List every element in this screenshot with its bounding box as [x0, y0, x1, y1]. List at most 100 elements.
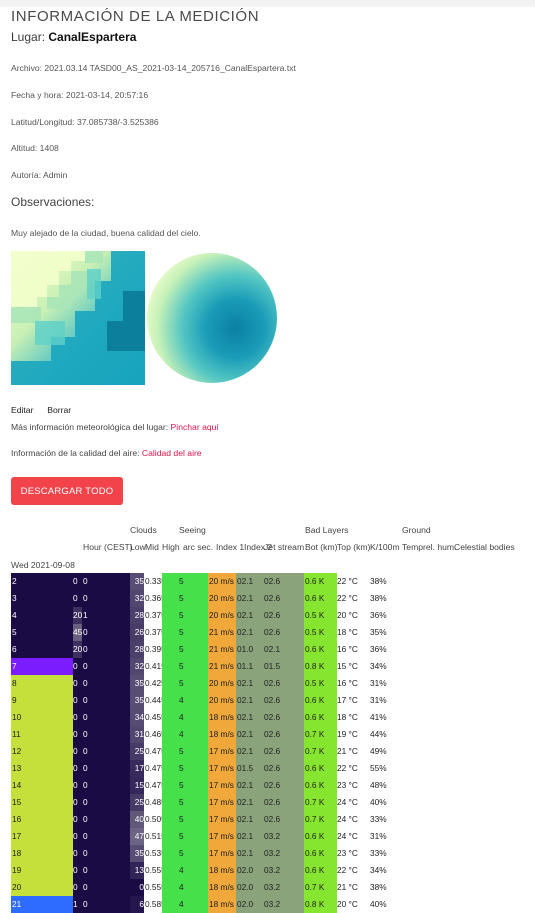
arcsec-cell: 0.335 — [144, 573, 163, 590]
sky-sphere-image[interactable] — [147, 251, 277, 385]
mid-cloud-cell: 0 — [82, 896, 131, 913]
humidity-column-header: rel. hum. — [423, 542, 457, 552]
high-cloud-cell: 0 — [130, 879, 144, 896]
layer-top-cell: 02.6 — [262, 675, 306, 692]
top-bar — [0, 0, 535, 7]
layer-top-cell: 02.6 — [262, 709, 306, 726]
weather-info-row: Más información meteorológica del lugar:… — [11, 422, 219, 432]
observations-text: Muy alejado de la ciudad, buena calidad … — [11, 228, 201, 238]
layer-bottom-cell: 02.1 — [236, 777, 263, 794]
temperature-cell: 17 °C — [337, 695, 358, 705]
hour-cell: 15 — [11, 794, 74, 811]
hour-cell: 11 — [11, 726, 74, 743]
layer-bottom-cell: 02.1 — [236, 726, 263, 743]
air-quality-row: Información de la calidad del aire: Cali… — [11, 448, 202, 458]
layer-top-cell: 02.6 — [262, 590, 306, 607]
forecast-date: Wed 2021-09-08 — [11, 560, 75, 570]
temperature-cell: 20 °C — [337, 899, 358, 909]
layer-bottom-cell: 02.1 — [236, 624, 263, 641]
hour-column-header: Hour (CEST) — [83, 542, 133, 552]
layer-bottom-cell: 02.1 — [236, 794, 263, 811]
low-cloud-cell: 0 — [73, 879, 82, 896]
layer-bottom-cell: 02.1 — [236, 607, 263, 624]
high-cloud-cell: 13 — [130, 862, 144, 879]
high-cloud-cell: 25 — [130, 794, 144, 811]
hour-cell: 16 — [11, 811, 74, 828]
arcsec-cell: 0.515 — [144, 828, 163, 845]
layer-top-cell: 02.6 — [262, 607, 306, 624]
air-quality-link[interactable]: Calidad del aire — [141, 448, 202, 458]
low-cloud-cell: 0 — [73, 573, 82, 590]
layer-bottom-cell: 01.0 — [236, 641, 263, 658]
layer-top-cell: 03.2 — [262, 896, 306, 913]
seeing-group-header: Seeing — [179, 525, 206, 535]
hour-cell: 19 — [11, 862, 74, 879]
high-column-header: High — [162, 542, 180, 552]
layer-bottom-cell: 02.0 — [236, 896, 263, 913]
low-cloud-cell: 0 — [73, 862, 82, 879]
low-cloud-cell: 0 — [73, 845, 82, 862]
humidity-cell: 34% — [370, 865, 387, 875]
jet-stream-cell: 18 m/s — [208, 896, 237, 913]
jet-stream-cell: 17 m/s — [208, 794, 237, 811]
high-cloud-cell: 35 — [130, 692, 144, 709]
jet-stream-cell: 20 m/s — [208, 675, 237, 692]
layer-top-cell: 02.6 — [262, 760, 306, 777]
sky-map-image[interactable] — [11, 251, 145, 385]
jet-stream-cell: 17 m/s — [208, 811, 237, 828]
low-cloud-cell: 0 — [73, 590, 82, 607]
edit-link[interactable]: Editar — [11, 405, 34, 415]
layer-bottom-cell: 02.1 — [236, 743, 263, 760]
weather-info-text: Más información meteorológica del lugar: — [11, 422, 171, 432]
mid-cloud-cell: 0 — [82, 743, 131, 760]
arcsec-column-header: arc sec. — [183, 542, 214, 552]
humidity-cell: 40% — [370, 899, 387, 909]
arcsec-cell: 0.475 — [144, 777, 163, 794]
jet-stream-cell: 20 m/s — [208, 590, 237, 607]
arcsec-cell: 0.535 — [144, 845, 163, 862]
arcsec-cell: 0.415 — [144, 658, 163, 675]
humidity-cell: 55% — [370, 763, 387, 773]
humidity-cell: 44% — [370, 729, 387, 739]
high-cloud-cell: 35 — [130, 675, 144, 692]
weather-link[interactable]: Pinchar aquí — [170, 422, 219, 432]
kelvin-cell: 0.6 K — [304, 862, 337, 879]
temperature-cell: 18 °C — [337, 712, 358, 722]
page-title: INFORMACIÓN DE LA MEDICIÓN — [11, 8, 260, 25]
download-all-button[interactable]: DESCARGAR TODO — [11, 477, 123, 505]
delete-link[interactable]: Borrar — [47, 405, 72, 415]
high-cloud-cell: 15 — [130, 777, 144, 794]
hour-cell: 21 — [11, 896, 74, 913]
humidity-cell: 34% — [370, 661, 387, 671]
mid-cloud-cell: 0 — [82, 726, 131, 743]
layer-top-cell: 03.2 — [262, 828, 306, 845]
high-cloud-cell: 28 — [130, 641, 144, 658]
hour-cell: 7 — [11, 658, 74, 675]
layer-bottom-cell: 02.1 — [236, 845, 263, 862]
temperature-cell: 23 °C — [337, 848, 358, 858]
low-cloud-cell: 0 — [73, 794, 82, 811]
temperature-cell: 24 °C — [337, 797, 358, 807]
layer-top-cell: 03.2 — [262, 845, 306, 862]
kelvin-cell: 0.7 K — [304, 726, 337, 743]
humidity-cell: 31% — [370, 678, 387, 688]
hour-cell: 9 — [11, 692, 74, 709]
humidity-cell: 38% — [370, 576, 387, 586]
kelvin-cell: 0.7 K — [304, 794, 337, 811]
layer-top-cell: 02.6 — [262, 743, 306, 760]
layer-top-cell: 03.2 — [262, 862, 306, 879]
top-column-header: Top (km) — [337, 542, 371, 552]
mid-cloud-cell: 0 — [82, 641, 131, 658]
mid-cloud-cell: 0 — [82, 794, 131, 811]
humidity-cell: 41% — [370, 712, 387, 722]
low-column-header: Low — [130, 542, 146, 552]
index2-column-header: Index 2 — [244, 542, 273, 552]
